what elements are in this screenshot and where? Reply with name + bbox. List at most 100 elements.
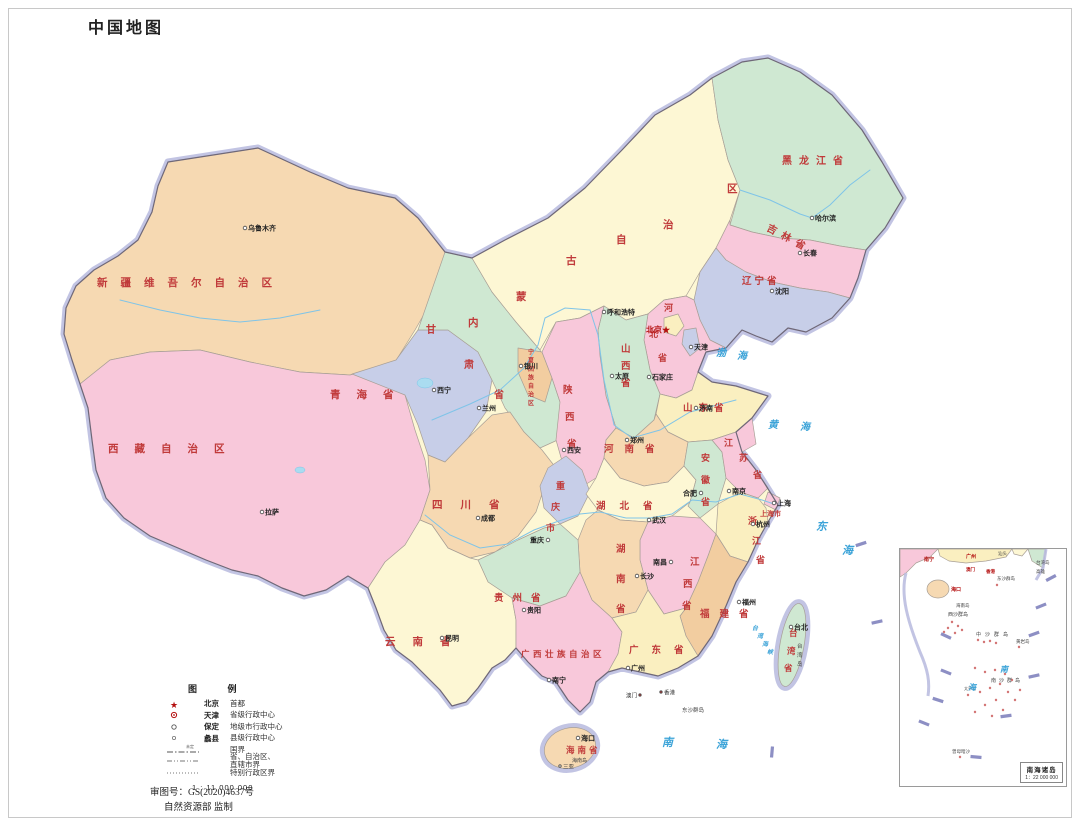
province-label: 宁 (528, 348, 534, 356)
island-dot (946, 626, 950, 630)
city-marker (242, 225, 248, 231)
nine-dash-line-segments (769, 540, 883, 758)
island-dot (1010, 678, 1014, 682)
rivers (119, 169, 871, 549)
sea-label: 海 (800, 421, 812, 433)
city-marker (259, 509, 265, 515)
province-label: 西 (621, 361, 631, 372)
province-label: 贵州省 (494, 592, 550, 604)
city-label: 武汉 (652, 516, 667, 525)
province-label: 省 (681, 600, 692, 612)
province-label: 族 (528, 374, 535, 382)
province-tianjin (681, 327, 701, 357)
dash-segment (970, 754, 982, 760)
province-label: 区 (528, 399, 534, 407)
inset-dash-segments (918, 574, 1057, 760)
inset-label: 澳门 (966, 566, 975, 573)
province-label: 南 (616, 573, 626, 585)
province-label: 庆 (550, 501, 560, 512)
city-label: 南宁 (552, 676, 566, 685)
province-label: 苏 (739, 452, 748, 463)
inset-label: 曾母暗沙 (952, 748, 970, 755)
city-label: 西宁 (437, 386, 451, 395)
city-label: 福州 (741, 598, 756, 607)
city-label: 石家庄 (651, 373, 673, 382)
island-dot (993, 668, 997, 672)
province-label: 治 (528, 391, 534, 399)
province-taiwan (777, 603, 807, 687)
svg-text:未定: 未定 (186, 744, 194, 749)
national-border (63, 57, 904, 713)
city-marker (575, 735, 581, 741)
sea-label: 海 (762, 640, 769, 648)
legend-example-name: 蠡县 (204, 733, 219, 743)
dash-segment (1028, 673, 1040, 679)
dash-segment (1045, 574, 1057, 582)
legend-symbol-county (166, 733, 204, 743)
city-label: 乌鲁木齐 (248, 224, 277, 233)
city-label: 沈阳 (775, 287, 789, 296)
province-label: 河南省 (604, 443, 666, 455)
province-xinjiang (63, 147, 446, 385)
island-label: 湾 (797, 651, 803, 659)
inset-label: 高雄 (1036, 568, 1045, 575)
island-dot (998, 682, 1002, 686)
city-label: 济南 (699, 404, 713, 413)
province-label: 河 (664, 302, 673, 313)
province-label: 湖北省 (596, 500, 667, 512)
city-marker (476, 405, 482, 411)
province-label: 台 (789, 628, 798, 638)
city-label: 兰州 (482, 404, 496, 413)
province-label: 市 (546, 522, 555, 533)
inset-title-box: 南海诸岛 1：22 000 000 (1020, 762, 1063, 783)
inset-label: 广州 (966, 553, 976, 560)
approval-number: 审图号：GS(2020)4637号 (150, 788, 254, 798)
city-label: 太原 (615, 372, 629, 381)
city-marker (601, 309, 607, 315)
map-title: 中国地图 (88, 20, 165, 37)
city-marker (558, 764, 562, 768)
legend-example-name: 保定 (204, 722, 219, 732)
island-dot (982, 640, 986, 644)
province-beijing (663, 313, 685, 337)
city-marker (521, 607, 527, 613)
city-label: 台北 (794, 623, 808, 632)
legend-item: 特别行政区界 (166, 767, 336, 779)
province-label: 省 (566, 438, 577, 450)
city-label: 长春 (803, 249, 818, 258)
south-china-sea-inset[interactable]: 南宁 广州 汕头 香港 澳门 台湾岛 高雄 海口 海南岛 东沙群岛 西沙群岛 中沙群岛 黄岩岛 南沙群岛太… (899, 548, 1067, 787)
city-label: 重庆 (530, 536, 544, 545)
inset-coast (899, 548, 1048, 697)
inset-label: 海口 (951, 586, 961, 593)
city-label: 南京 (732, 487, 746, 496)
sea-label: 湾 (757, 632, 765, 640)
legend-example-name: 北京 (204, 699, 219, 709)
city-marker (726, 488, 732, 494)
island-label: 海南岛 (572, 757, 587, 764)
city-label: 天津 (694, 343, 708, 352)
city-label: 澳门 (626, 692, 637, 700)
city-marker (646, 374, 652, 380)
island-label: 岛 (797, 660, 803, 668)
city-label: 西安 (567, 446, 581, 455)
province-label: 省 (700, 496, 710, 507)
map-scale: 1 : 11 000 000 (192, 782, 254, 792)
province-label: 山东省 (683, 402, 730, 414)
province-label: 海南省 (566, 745, 601, 755)
legend-item-desc: 县级行政中心 (230, 733, 275, 743)
dash-segment (1028, 630, 1040, 638)
city-marker (693, 405, 699, 411)
legend-item: 保定 地级市行政中心 (166, 721, 336, 733)
island-label: 台 (797, 642, 803, 650)
city-marker (546, 677, 552, 683)
city-marker (518, 363, 524, 369)
dash-segment (1035, 602, 1047, 610)
city-marker (634, 573, 640, 579)
province-shanghai (763, 491, 781, 511)
island-dot (1018, 688, 1022, 692)
province-label: 江 (724, 437, 733, 448)
city-marker (439, 635, 445, 641)
city-label: 银川 (524, 362, 538, 371)
